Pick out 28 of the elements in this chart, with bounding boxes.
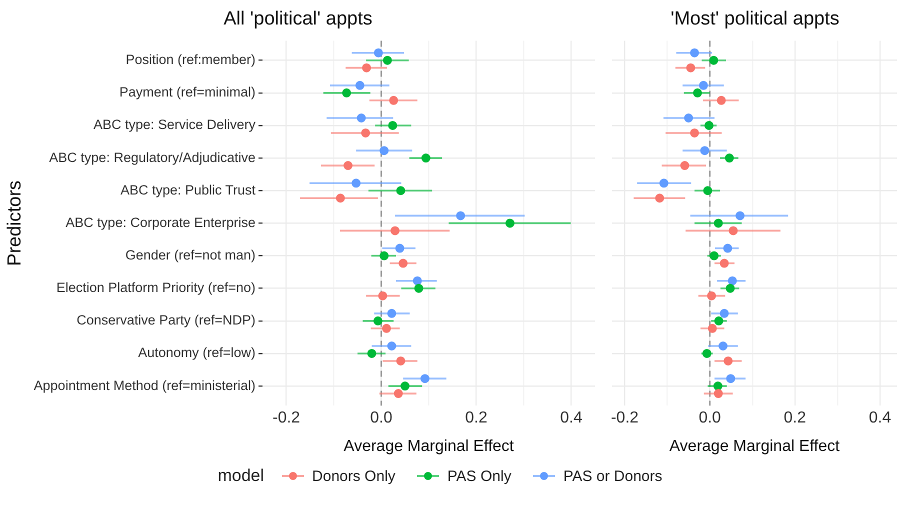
x-tick-label: 0.4 bbox=[560, 410, 582, 427]
x-tick-label: 0.4 bbox=[868, 410, 892, 427]
x-tick-label: 0.2 bbox=[465, 410, 488, 427]
legend-title: model bbox=[218, 466, 264, 486]
y-tick-label: ABC type: Regulatory/Adjudicative bbox=[49, 150, 256, 165]
y-tick-label: Autonomy (ref=low) bbox=[138, 345, 256, 360]
y-tick-label: Appointment Method (ref=ministerial) bbox=[34, 378, 256, 393]
x-tick-label: 0.2 bbox=[784, 410, 806, 427]
y-tick-label: ABC type: Service Delivery bbox=[93, 117, 256, 132]
x-tick-label: -0.2 bbox=[272, 410, 300, 427]
y-axis-title: Predictors bbox=[4, 180, 26, 266]
y-tick-label: Payment (ref=minimal) bbox=[119, 84, 256, 100]
x-axis-title: Average Marginal Effect bbox=[344, 438, 514, 455]
x-tick-label: -0.2 bbox=[610, 410, 639, 427]
y-tick-label: Election Platform Priority (ref=no) bbox=[56, 280, 256, 296]
x-tick-label: 0.0 bbox=[370, 410, 392, 427]
legend-label: PAS Only bbox=[447, 468, 512, 484]
x-axis-title: Average Marginal Effect bbox=[669, 438, 840, 455]
y-tick-label: Position (ref:member) bbox=[126, 52, 256, 68]
x-tick-label: 0.0 bbox=[698, 410, 722, 427]
chart-title: 'Most' political appts bbox=[670, 8, 840, 30]
y-tick-label: Conservative Party (ref=NDP) bbox=[76, 312, 256, 328]
chart-title: All 'political' appts bbox=[224, 8, 372, 30]
y-tick-label: ABC type: Corporate Enterprise bbox=[66, 214, 256, 230]
y-tick-label: ABC type: Public Trust bbox=[120, 182, 256, 198]
legend-label: Donors Only bbox=[312, 468, 396, 484]
legend-label: PAS or Donors bbox=[563, 468, 662, 484]
y-tick-label: Gender (ref=not man) bbox=[125, 247, 256, 262]
